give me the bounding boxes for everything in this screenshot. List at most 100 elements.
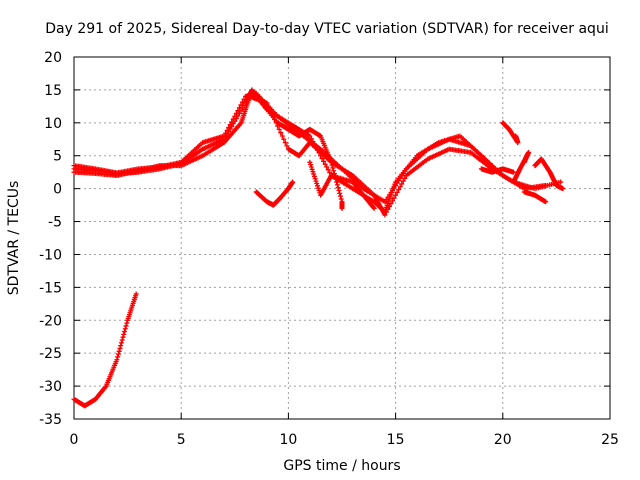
data-point xyxy=(308,162,314,168)
data-point xyxy=(328,159,334,165)
y-tick-label: 0 xyxy=(53,182,62,198)
x-tick-label: 20 xyxy=(494,432,512,448)
y-tick-label: -25 xyxy=(39,346,62,362)
data-point xyxy=(265,103,271,109)
data-point xyxy=(232,113,238,119)
data-point xyxy=(399,181,405,187)
data-point xyxy=(325,167,331,173)
y-tick-label: 15 xyxy=(44,83,62,99)
series-arc-9 xyxy=(532,156,566,192)
data-point xyxy=(331,168,337,174)
chart-title: Day 291 of 2025, Sidereal Day-to-day VTE… xyxy=(45,21,608,37)
data-point xyxy=(314,183,320,189)
series-arc-7 xyxy=(511,149,532,185)
data-point xyxy=(102,384,108,390)
data-point xyxy=(224,127,230,133)
data-point xyxy=(314,180,320,186)
data-point xyxy=(241,96,247,102)
data-point xyxy=(312,176,318,182)
plot-frame xyxy=(73,56,611,420)
x-tick-label: 25 xyxy=(601,432,619,448)
data-point xyxy=(388,201,394,207)
series-arc-2 xyxy=(71,90,495,205)
series-arc-8 xyxy=(521,189,549,205)
gridlines xyxy=(74,57,610,419)
data-point xyxy=(396,187,402,193)
data-point xyxy=(276,126,282,132)
data-point xyxy=(335,185,341,191)
data-point xyxy=(118,340,124,346)
data-point xyxy=(284,143,290,149)
series-arc-12 xyxy=(71,291,139,409)
data-point xyxy=(120,334,126,340)
data-point xyxy=(321,158,327,164)
series-arc-4 xyxy=(253,93,345,211)
y-axis-label: SDTVAR / TECUs xyxy=(6,181,22,296)
x-tick-label: 10 xyxy=(279,432,297,448)
series-arc-6 xyxy=(500,120,521,146)
data-point xyxy=(327,170,333,176)
data-point xyxy=(337,193,343,199)
data-point xyxy=(336,188,342,194)
data-point xyxy=(114,357,120,363)
data-point xyxy=(133,291,139,297)
data-point xyxy=(282,140,288,146)
data-point xyxy=(330,165,336,171)
data-point xyxy=(324,164,330,170)
data-point xyxy=(122,329,128,335)
data-point xyxy=(386,204,392,210)
data-point xyxy=(115,354,121,360)
data-point xyxy=(393,192,399,198)
data-point xyxy=(117,345,123,351)
data-point xyxy=(124,320,130,326)
data-point xyxy=(329,162,335,168)
x-tick-label: 5 xyxy=(177,432,186,448)
data-point xyxy=(334,179,340,185)
data-point xyxy=(281,136,287,142)
data-point xyxy=(397,184,403,190)
data-point xyxy=(115,351,121,357)
data-point xyxy=(394,189,400,195)
x-tick-label: 0 xyxy=(70,432,79,448)
data-point xyxy=(121,331,127,337)
y-tick-label: -15 xyxy=(39,280,62,296)
data-point xyxy=(278,130,284,136)
series-arc-5 xyxy=(307,159,377,211)
data-point xyxy=(118,343,124,349)
series-arc-11 xyxy=(253,179,296,208)
data-point xyxy=(307,133,313,139)
data-point xyxy=(279,133,285,139)
y-tick-label: -5 xyxy=(48,215,62,231)
data-point xyxy=(521,159,527,165)
data-point xyxy=(382,212,388,218)
data-point xyxy=(309,166,315,172)
data-point xyxy=(400,178,406,184)
data-point xyxy=(543,199,549,205)
data-point xyxy=(337,190,343,196)
data-point xyxy=(385,206,391,212)
data-point xyxy=(315,185,321,191)
data-point xyxy=(338,196,344,202)
data-point xyxy=(311,173,317,179)
data-point xyxy=(290,179,296,185)
data-point xyxy=(402,175,408,181)
data-point xyxy=(339,205,345,211)
x-tick-labels: 0 5 10 15 20 25 xyxy=(70,432,619,448)
data-point xyxy=(223,130,229,136)
y-tick-label: -35 xyxy=(39,412,62,428)
series-arc-10 xyxy=(478,166,517,175)
data-point xyxy=(558,179,564,185)
data-point xyxy=(511,169,517,175)
data-point xyxy=(319,156,325,162)
data-point xyxy=(391,195,397,201)
data-point xyxy=(334,182,340,188)
data-point xyxy=(233,110,239,116)
data-point xyxy=(560,186,566,192)
y-tick-label: 20 xyxy=(44,50,62,66)
data-point xyxy=(311,171,317,177)
data-point xyxy=(371,205,377,211)
data-point xyxy=(370,204,376,210)
data-point xyxy=(227,122,233,128)
data-point xyxy=(313,178,319,184)
